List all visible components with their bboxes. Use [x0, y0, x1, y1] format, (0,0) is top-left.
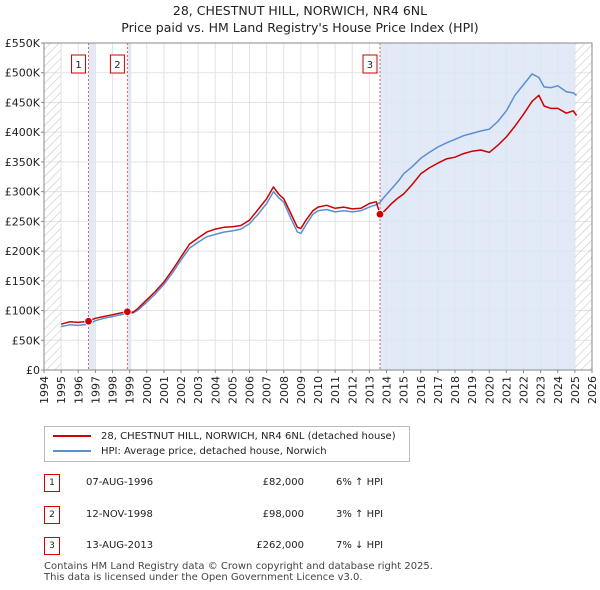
x-tick-label: 2024: [552, 376, 565, 404]
y-tick-label: £400K: [5, 126, 41, 139]
transaction-hpi-diff: 6% ↑ HPI: [336, 477, 384, 488]
x-tick-label: 2021: [500, 376, 513, 404]
x-tick-label: 2020: [483, 376, 496, 404]
hatched-region: [44, 43, 62, 370]
transaction-price: £82,000: [262, 477, 304, 488]
legend-swatch-property: [53, 435, 91, 437]
transaction-label: 3: [367, 60, 373, 71]
x-tick-label: 1998: [107, 376, 120, 404]
y-tick-label: £100K: [5, 305, 41, 318]
transaction-price: £262,000: [256, 540, 304, 551]
x-tick-label: 2016: [415, 376, 428, 404]
y-tick-label: £300K: [5, 186, 41, 199]
transaction-row: 3 13-AUG-2013 £262,000 7% ↓ HPI: [44, 537, 564, 555]
y-tick-label: £450K: [5, 96, 41, 109]
shaded-region: [88, 43, 95, 370]
x-tick-label: 2014: [381, 376, 394, 404]
x-tick-label: 1994: [38, 376, 51, 404]
x-tick-label: 1996: [72, 376, 85, 404]
transaction-marker: 3: [44, 537, 60, 555]
x-tick-label: 2010: [312, 376, 325, 404]
legend: 28, CHESTNUT HILL, NORWICH, NR4 6NL (det…: [44, 426, 410, 462]
x-tick-label: 2013: [363, 376, 376, 404]
transaction-hpi-diff: 7% ↓ HPI: [336, 540, 384, 551]
x-tick-label: 2001: [158, 376, 171, 404]
transaction-marker: 2: [44, 506, 60, 524]
y-tick-label: £550K: [5, 37, 41, 50]
transaction-label-box: [71, 54, 87, 74]
y-tick-label: £150K: [5, 275, 41, 288]
transaction-price: £98,000: [262, 509, 304, 520]
transaction-date: 07-AUG-1996: [86, 477, 154, 488]
x-tick-label: 2015: [398, 376, 411, 404]
x-tick-label: 2006: [244, 376, 257, 404]
transaction-marker: 1: [44, 474, 60, 492]
transaction-point: [123, 307, 132, 316]
transaction-point: [84, 317, 93, 326]
x-tick-label: 2007: [261, 376, 274, 404]
x-tick-label: 2002: [175, 376, 188, 404]
x-tick-label: 2005: [226, 376, 239, 404]
x-tick-label: 2009: [295, 376, 308, 404]
footer-copyright: Contains HM Land Registry data © Crown c…: [44, 561, 433, 572]
hpi-line: [60, 73, 578, 328]
x-tick-label: 2012: [346, 376, 359, 404]
shaded-region: [127, 43, 132, 370]
footer-licence: This data is licensed under the Open Gov…: [44, 572, 363, 583]
x-tick-label: 2019: [466, 376, 479, 404]
x-tick-label: 2023: [535, 376, 548, 404]
x-tick-label: 2025: [569, 376, 582, 404]
x-tick-label: 2003: [192, 376, 205, 404]
x-tick-label: 1995: [55, 376, 68, 404]
y-tick-label: £350K: [5, 156, 41, 169]
legend-label-hpi: HPI: Average price, detached house, Norw…: [101, 446, 327, 457]
x-tick-label: 2000: [141, 376, 154, 404]
y-tick-label: £500K: [5, 67, 41, 80]
y-tick-label: £200K: [5, 245, 41, 258]
legend-item-hpi: HPI: Average price, detached house, Norw…: [53, 445, 327, 459]
x-tick-label: 2026: [586, 376, 599, 404]
transaction-label-box: [109, 54, 125, 74]
x-tick-label: 2017: [432, 376, 445, 404]
x-tick-label: 2022: [518, 376, 531, 404]
legend-item-property: 28, CHESTNUT HILL, NORWICH, NR4 6NL (det…: [53, 430, 396, 444]
x-tick-label: 2004: [209, 376, 222, 404]
shaded-region: [379, 43, 575, 370]
transaction-hpi-diff: 3% ↑ HPI: [336, 509, 384, 520]
property-price-line: [60, 94, 578, 325]
y-tick-label: £50K: [12, 334, 41, 347]
x-tick-label: 2008: [278, 376, 291, 404]
chart-subtitle: Price paid vs. HM Land Registry's House …: [121, 20, 479, 35]
transaction-date: 13-AUG-2013: [86, 540, 154, 551]
legend-label-property: 28, CHESTNUT HILL, NORWICH, NR4 6NL (det…: [101, 431, 396, 442]
y-tick-label: £0: [26, 364, 40, 377]
transaction-point: [375, 210, 385, 219]
transaction-date: 12-NOV-1998: [86, 509, 153, 520]
transaction-label: 1: [75, 60, 81, 71]
legend-swatch-hpi: [53, 450, 91, 452]
y-tick-label: £250K: [5, 215, 41, 228]
transaction-row: 2 12-NOV-1998 £98,000 3% ↑ HPI: [44, 506, 564, 524]
x-tick-label: 1997: [89, 376, 102, 404]
x-tick-label: 2011: [329, 376, 342, 404]
transaction-label: 2: [114, 60, 120, 71]
transaction-label-box: [362, 54, 378, 74]
x-tick-label: 1999: [124, 376, 137, 404]
transaction-row: 1 07-AUG-1996 £82,000 6% ↑ HPI: [44, 474, 564, 492]
chart-title: 28, CHESTNUT HILL, NORWICH, NR4 6NL: [172, 3, 428, 18]
hatched-region: [574, 43, 592, 370]
price-chart: 1 2 3 £0 £50K £100K £150K £200K £250K £300K £350K…: [5, 37, 599, 404]
x-tick-label: 2018: [449, 376, 462, 404]
